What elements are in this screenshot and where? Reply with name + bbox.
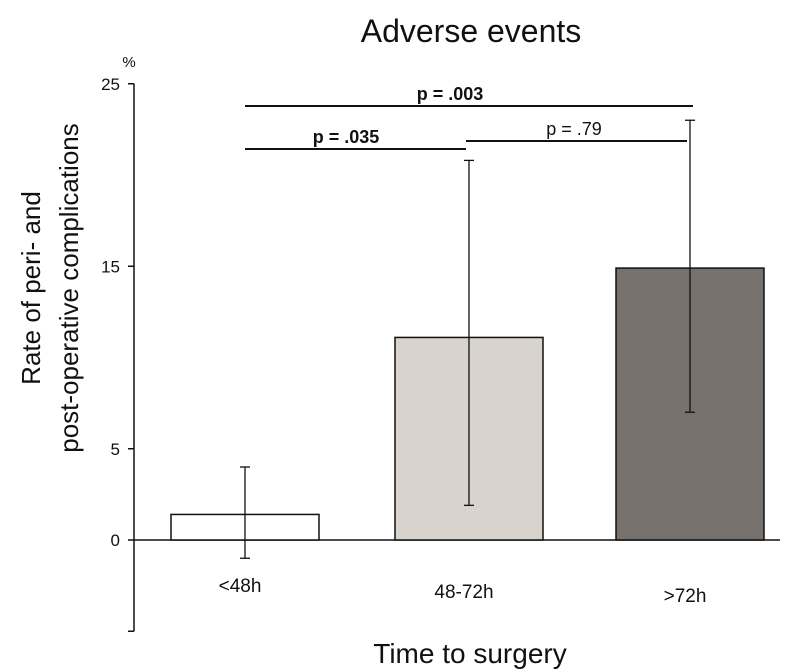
y-tick-label: 15 bbox=[101, 257, 120, 276]
y-axis-label-line-2: post-operative complications bbox=[54, 123, 84, 453]
y-axis-label-line-1: Rate of peri- and bbox=[16, 191, 46, 385]
error-bars bbox=[240, 119, 695, 559]
category-label: >72h bbox=[664, 586, 707, 607]
category-label: <48h bbox=[219, 576, 262, 597]
p-value-label: p = .035 bbox=[313, 127, 380, 147]
y-ticks: 0 5 15 25 bbox=[101, 75, 134, 550]
category-label: 48-72h bbox=[434, 582, 493, 603]
x-axis-label: Time to surgery bbox=[373, 638, 566, 669]
bars bbox=[170, 267, 765, 541]
p-value-label: p = .003 bbox=[417, 84, 484, 104]
y-tick-label: 25 bbox=[101, 75, 120, 94]
chart-title: Adverse events bbox=[361, 13, 582, 49]
y-tick-label: 5 bbox=[111, 440, 120, 459]
y-axis-label: Rate of peri- and post-operative complic… bbox=[16, 123, 84, 453]
y-axis-unit: % bbox=[122, 54, 135, 71]
y-tick-label: 0 bbox=[111, 531, 120, 550]
p-value-label: p = .79 bbox=[546, 119, 602, 139]
category-labels: <48h 48-72h >72h bbox=[219, 576, 707, 607]
significance-brackets: p = .003 p = .035 p = .79 bbox=[245, 84, 693, 150]
